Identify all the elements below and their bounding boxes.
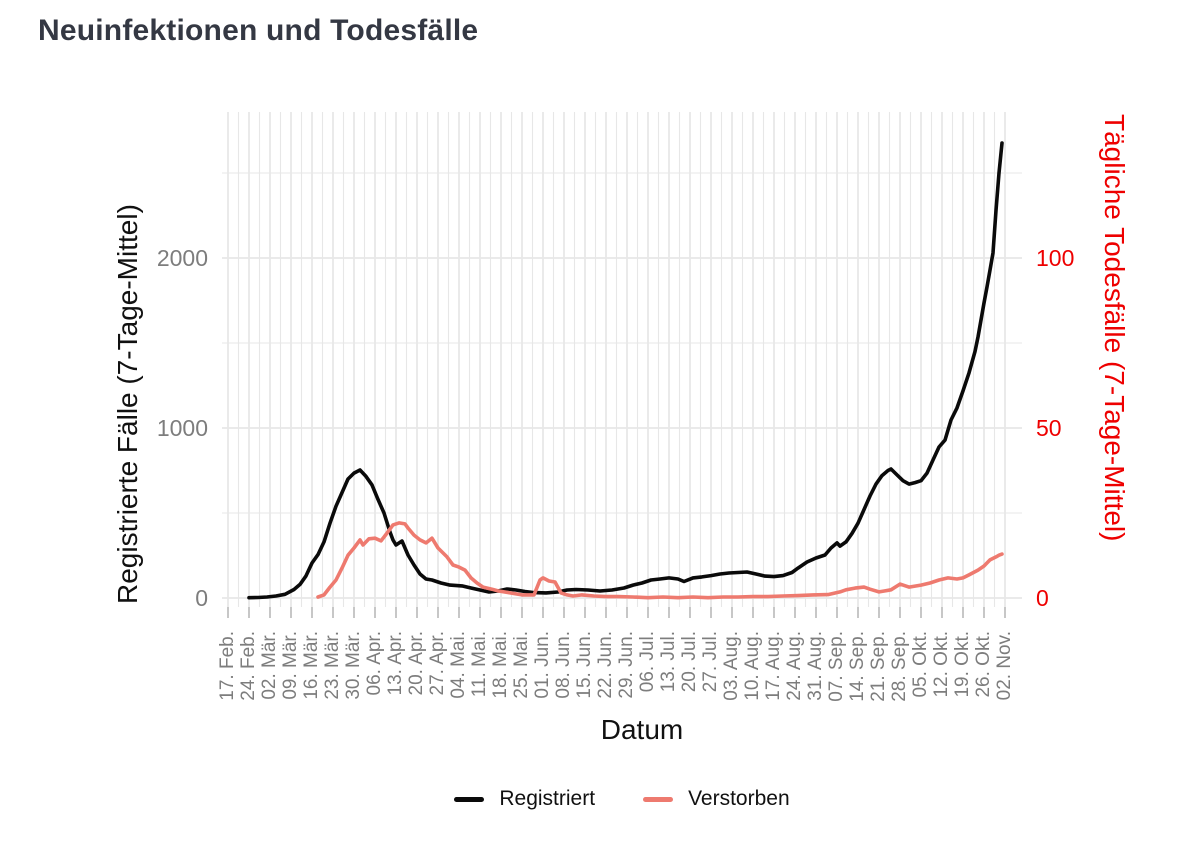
x-axis-tick-label: 17. Feb. <box>217 631 238 701</box>
x-axis-tick-label: 21. Sep. <box>868 631 889 702</box>
legend: Registriert Verstorben <box>222 782 1022 816</box>
x-axis-tick-label: 18. Mai. <box>490 631 511 699</box>
x-axis-tick-label: 02. Nov. <box>994 631 1015 701</box>
x-axis-tick-label: 30. Mär. <box>343 631 364 700</box>
x-axis-tick-label: 24. Aug. <box>784 631 805 701</box>
y-axis-left-tick-label: 0 <box>195 585 208 611</box>
y-axis-left-tick-label: 2000 <box>156 245 208 271</box>
legend-item-verstorben: Verstorben <box>643 787 790 811</box>
y-axis-left-tick-label: 1000 <box>156 415 208 441</box>
chart-title: Neuinfektionen und Todesfälle <box>38 14 479 47</box>
x-axis-tick-label: 09. Mär. <box>280 631 301 700</box>
x-axis-tick-label: 05. Okt. <box>910 631 931 698</box>
verstorben-line-swatch-icon <box>643 796 674 802</box>
legend-label: Registriert <box>499 787 596 810</box>
x-axis-tick-label: 15. Jun. <box>574 631 595 699</box>
x-axis-tick-label: 17. Aug. <box>763 631 784 701</box>
y-axis-right-tick-label: 50 <box>1036 415 1062 441</box>
x-axis-tick-label: 22. Jun. <box>595 631 616 699</box>
x-axis-tick-label: 08. Jun. <box>553 631 574 699</box>
y-axis-title-right: Tägliche Todesfälle (7-Tage-Mittel) <box>1099 114 1130 542</box>
x-axis-tick-label: 27. Apr. <box>427 631 448 696</box>
x-axis-tick-label: 14. Sep. <box>847 631 868 702</box>
x-axis-tick-label: 29. Jun. <box>616 631 637 699</box>
x-axis-tick-label: 02. Mär. <box>259 631 280 700</box>
x-axis-tick-label: 24. Feb. <box>238 631 259 701</box>
x-axis-tick-label: 12. Okt. <box>931 631 952 698</box>
x-axis-tick-label: 04. Mai. <box>448 631 469 699</box>
x-axis-tick-label: 13. Apr. <box>385 631 406 696</box>
y-axis-right-tick-label: 0 <box>1036 585 1049 611</box>
x-axis-title: Datum <box>600 714 684 745</box>
x-axis-tick-label: 20. Jul. <box>679 631 700 693</box>
y-axis-right-tick-label: 100 <box>1036 245 1075 271</box>
legend-label: Verstorben <box>688 787 790 810</box>
x-axis-tick-label: 28. Sep. <box>889 631 910 702</box>
x-axis-tick-label: 20. Apr. <box>406 631 427 696</box>
x-axis-tick-label: 25. Mai. <box>511 631 532 699</box>
y-axis-title-left: Registrierte Fälle (7-Tage-Mittel) <box>112 204 143 604</box>
x-axis-tick-label: 23. Mär. <box>322 631 343 700</box>
x-axis-tick-label: 27. Jul. <box>700 631 721 693</box>
x-axis-tick-label: 03. Aug. <box>721 631 742 701</box>
x-axis-tick-label: 19. Okt. <box>952 631 973 698</box>
x-axis-tick-label: 11. Mai. <box>469 631 490 698</box>
registriert-line-swatch-icon <box>454 796 485 802</box>
x-axis-tick-label: 10. Aug. <box>742 631 763 701</box>
x-axis-tick-label: 01. Jun. <box>532 631 553 699</box>
x-axis-tick-label: 26. Okt. <box>973 631 994 698</box>
legend-item-registriert: Registriert <box>454 787 595 811</box>
x-axis-tick-label: 16. Mär. <box>301 631 322 700</box>
x-axis-tick-label: 06. Apr. <box>364 631 385 696</box>
x-axis-tick-label: 07. Sep. <box>826 631 847 702</box>
x-axis-tick-label: 13. Jul. <box>658 631 679 693</box>
x-axis-tick-label: 31. Aug. <box>805 631 826 701</box>
x-axis-tick-label: 06. Jul. <box>637 631 658 693</box>
